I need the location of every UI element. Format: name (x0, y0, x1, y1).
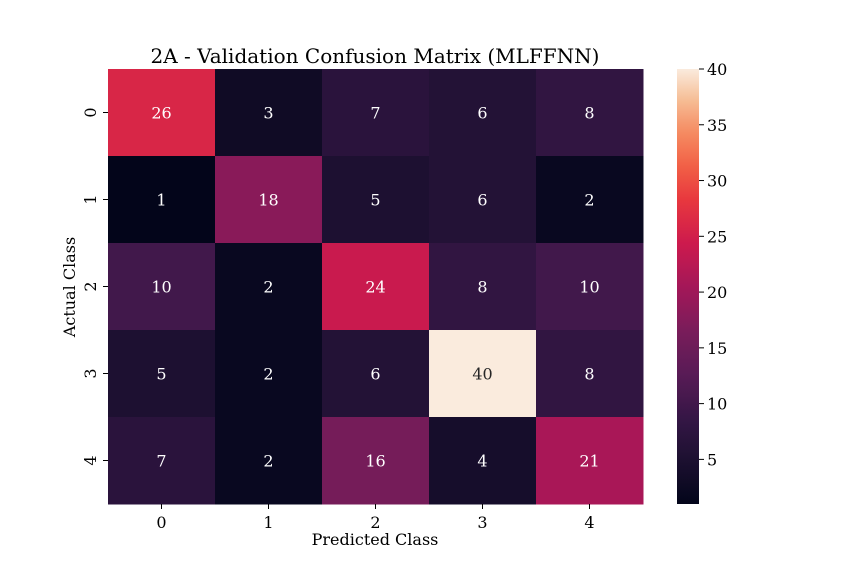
y-tick-label: 0 (81, 107, 100, 117)
x-axis-label: Predicted Class (312, 530, 439, 549)
heatmap-cell-1-1 (215, 156, 323, 244)
heatmap-cell-2-0 (108, 243, 216, 331)
cell-value-label: 6 (477, 191, 487, 210)
heatmap-cell-1-4 (536, 156, 644, 244)
heatmap-cell-0-4 (536, 69, 644, 157)
x-tick-label: 0 (156, 513, 166, 532)
y-tick-label: 1 (81, 194, 100, 204)
cell-value-label: 3 (263, 104, 273, 123)
heatmap-cell-2-3 (429, 243, 537, 331)
heatmap-cell-0-1 (215, 69, 323, 157)
heatmap-cell-4-1 (215, 417, 323, 505)
heatmap-cell-3-1 (215, 330, 323, 418)
y-tick-label: 4 (81, 455, 100, 465)
heatmap-cell-0-3 (429, 69, 537, 157)
heatmap-cell-0-2 (322, 69, 430, 157)
y-axis: 0 1 2 3 4 (81, 107, 108, 466)
cell-value-label: 7 (156, 452, 166, 471)
cell-value-label: 8 (584, 365, 594, 384)
x-tick-label: 1 (263, 513, 273, 532)
cell-value-label: 2 (263, 452, 273, 471)
cell-value-label: 6 (370, 365, 380, 384)
cell-value-label: 2 (584, 191, 594, 210)
heatmap-cell-2-1 (215, 243, 323, 331)
cell-value-label: 2 (263, 365, 273, 384)
cell-value-label: 8 (584, 104, 594, 123)
cell-value-label: 2 (263, 278, 273, 297)
colorbar-tick-label: 25 (707, 227, 727, 246)
heatmap-cell-4-0 (108, 417, 216, 505)
colorbar-tick-label: 40 (707, 60, 727, 79)
heatmap-cell-2-2 (322, 243, 430, 331)
heatmap-cell-2-4 (536, 243, 644, 331)
heatmap-cell-3-0 (108, 330, 216, 418)
cell-value-label: 18 (258, 191, 278, 210)
cell-value-label: 10 (151, 278, 171, 297)
cell-value-label: 21 (579, 452, 599, 471)
heatmap-cell-3-4 (536, 330, 644, 418)
heatmap-cell-0-0 (108, 69, 216, 157)
heatmap-cell-1-2 (322, 156, 430, 244)
heatmap-cell-4-3 (429, 417, 537, 505)
heatmap-cell-3-2 (322, 330, 430, 418)
colorbar: 5 10 15 20 25 30 35 40 (677, 60, 727, 504)
colorbar-tick-label: 15 (707, 339, 727, 358)
cell-value-label: 10 (579, 278, 599, 297)
x-tick-label: 4 (584, 513, 594, 532)
heatmap-cell-4-4 (536, 417, 644, 505)
x-axis: 0 1 2 3 4 (156, 504, 595, 532)
colorbar-tick-label: 10 (707, 395, 727, 414)
cell-value-label: 26 (151, 104, 171, 123)
colorbar-tick-label: 5 (707, 450, 717, 469)
heatmap-cell-1-3 (429, 156, 537, 244)
cell-value-label: 4 (477, 452, 487, 471)
heatmap-cell-3-3 (429, 330, 537, 418)
chart-title: 2A - Validation Confusion Matrix (MLFFNN… (150, 44, 599, 68)
cell-value-label: 5 (370, 191, 380, 210)
x-tick-label: 3 (477, 513, 487, 532)
cell-value-label: 6 (477, 104, 487, 123)
colorbar-tick-label: 35 (707, 116, 727, 135)
x-tick-label: 2 (370, 513, 380, 532)
cell-value-label: 7 (370, 104, 380, 123)
cell-value-label: 8 (477, 278, 487, 297)
heatmap-cells: 26 3 7 6 81 18 5 6 210 2 24 8 105 2 6 40 87 2 16 4 21 (108, 69, 644, 505)
colorbar-tick-label: 30 (707, 172, 727, 191)
y-tick-label: 3 (81, 368, 100, 378)
y-tick-label: 2 (81, 281, 100, 291)
cell-value-label: 5 (156, 365, 166, 384)
heatmap-cell-4-2 (322, 417, 430, 505)
colorbar-gradient (677, 69, 699, 504)
cell-value-label: 1 (156, 191, 166, 210)
colorbar-tick-label: 20 (707, 283, 727, 302)
cell-value-label: 40 (472, 365, 492, 384)
cell-value-label: 24 (365, 278, 385, 297)
y-axis-label: Actual Class (60, 237, 79, 338)
cell-value-label: 16 (365, 452, 385, 471)
heatmap-cell-1-0 (108, 156, 216, 244)
